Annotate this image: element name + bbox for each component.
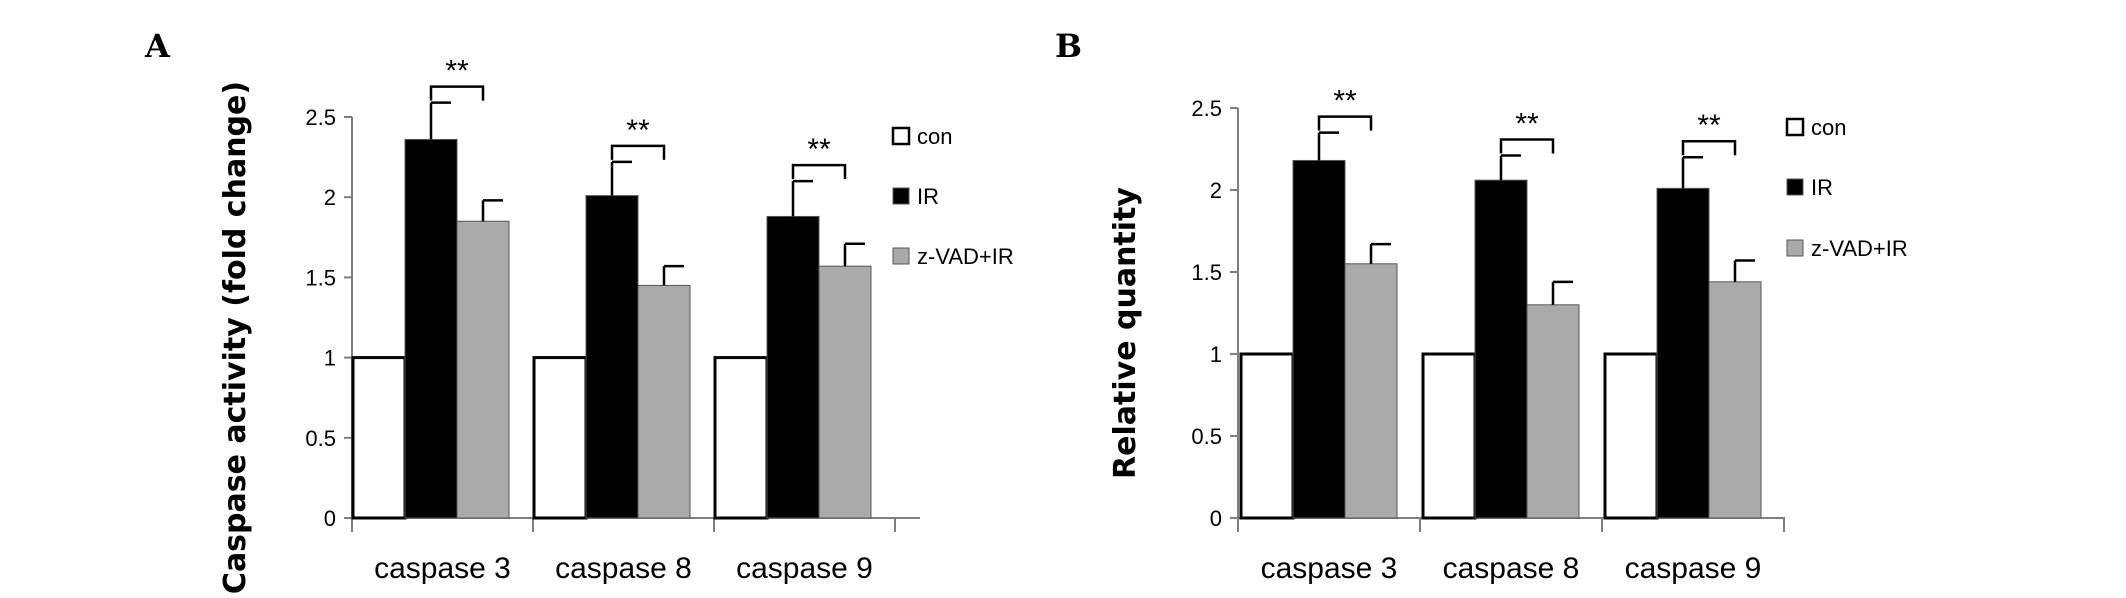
bar-ir xyxy=(404,138,458,519)
bar-con xyxy=(1239,352,1295,520)
significance-bracket xyxy=(791,163,847,180)
bar-z-vad-ir xyxy=(1526,304,1580,519)
legend-swatch xyxy=(1786,239,1804,257)
legend-swatch xyxy=(891,126,911,146)
bar-con xyxy=(713,356,769,520)
bar-z-vad-ir xyxy=(1344,263,1398,519)
legend-label: con xyxy=(1811,115,1846,140)
significance-label: ** xyxy=(807,133,831,166)
bar-ir xyxy=(1656,187,1710,519)
chart-panel-b: B Relative quantity 0 0.5 1 1.5 2 2.5 ** caspase … xyxy=(1055,27,1908,585)
y-tick-label: 0 xyxy=(324,506,336,531)
bar-con xyxy=(1603,352,1659,520)
bar-con xyxy=(532,356,588,520)
significance-bracket xyxy=(1681,139,1737,156)
bar-ir xyxy=(1474,179,1528,519)
legend-label: z-VAD+IR xyxy=(917,244,1014,269)
significance-bracket xyxy=(1317,115,1373,131)
y-tick-label: 2.5 xyxy=(1191,96,1222,121)
bar-con xyxy=(1421,352,1477,520)
x-tick-label: caspase 3 xyxy=(374,552,511,585)
legend-label: IR xyxy=(917,184,939,209)
legend-label: z-VAD+IR xyxy=(1811,236,1908,261)
y-tick-label: 2.5 xyxy=(305,105,336,130)
bar-ir xyxy=(1292,159,1346,519)
x-tick-label: caspase 3 xyxy=(1261,552,1398,585)
y-tick-label: 0.5 xyxy=(305,426,336,451)
panel-letter: B xyxy=(1055,27,1082,65)
legend-swatch xyxy=(1785,117,1805,137)
bar-con xyxy=(351,356,407,520)
x-tick-label: caspase 9 xyxy=(1625,552,1762,585)
bar-ir xyxy=(585,195,639,519)
legend: con IR z-VAD+IR xyxy=(891,124,1014,269)
y-tick-label: 1 xyxy=(324,346,336,371)
legend-label: IR xyxy=(1811,175,1833,200)
legend-swatch xyxy=(892,187,910,205)
chart-panel-a: A Caspase activity (fold change) 0 0.5 1 1.5 2… xyxy=(144,27,1014,594)
significance-label: ** xyxy=(445,55,469,88)
y-tick-label: 0.5 xyxy=(1191,424,1222,449)
y-tick-label: 1 xyxy=(1210,342,1222,367)
significance-bracket xyxy=(1499,138,1555,154)
x-tick-label: caspase 8 xyxy=(555,552,692,585)
y-tick-label: 2 xyxy=(324,185,336,210)
bar-z-vad-ir xyxy=(1708,281,1762,519)
significance-label: ** xyxy=(626,114,650,147)
significance-bracket xyxy=(610,144,666,160)
y-axis-label: Caspase activity (fold change) xyxy=(218,81,253,594)
significance-label: ** xyxy=(1333,85,1357,118)
bar-ir xyxy=(766,215,820,519)
x-tick-label: caspase 9 xyxy=(736,552,873,585)
legend-swatch xyxy=(892,247,910,265)
legend-swatch xyxy=(1786,178,1804,196)
significance-bracket xyxy=(429,85,485,101)
y-axis-label: Relative quantity xyxy=(1108,187,1143,479)
legend: con IR z-VAD+IR xyxy=(1785,115,1908,261)
panel-letter: A xyxy=(144,27,171,65)
bar-z-vad-ir xyxy=(818,265,872,519)
significance-label: ** xyxy=(1515,108,1539,141)
y-tick-label: 2 xyxy=(1210,178,1222,203)
bar-z-vad-ir xyxy=(637,284,691,519)
y-tick-label: 0 xyxy=(1210,506,1222,531)
x-tick-label: caspase 8 xyxy=(1443,552,1580,585)
y-tick-label: 1.5 xyxy=(1191,260,1222,285)
significance-label: ** xyxy=(1697,109,1721,142)
legend-label: con xyxy=(917,124,952,149)
y-tick-label: 1.5 xyxy=(305,265,336,290)
bar-z-vad-ir xyxy=(456,220,510,519)
